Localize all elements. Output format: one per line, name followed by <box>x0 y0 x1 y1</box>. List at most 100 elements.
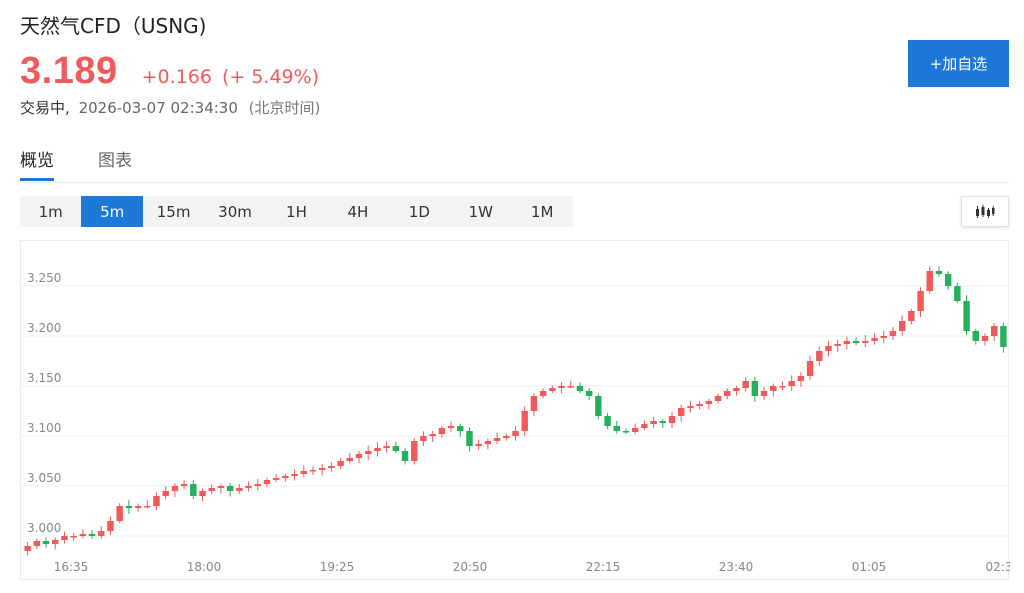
tab-overview[interactable]: 概览 <box>20 146 54 181</box>
y-tick-label: 3.200 <box>27 321 61 335</box>
candle-body <box>733 388 740 391</box>
candle-body <box>144 506 151 508</box>
y-tick-label: 3.000 <box>27 521 61 535</box>
candle-body <box>125 506 133 508</box>
candle-body <box>659 421 667 423</box>
candle-body <box>438 428 446 434</box>
candle-body <box>797 376 805 381</box>
candle-body <box>51 540 59 544</box>
candle-body <box>990 326 998 336</box>
candle-body <box>401 451 409 461</box>
candle-body <box>944 274 952 286</box>
period-1h[interactable]: 1H <box>286 202 307 221</box>
x-tick-label: 19:25 <box>320 560 355 574</box>
candle-body <box>116 506 123 521</box>
candle-body <box>98 531 105 536</box>
candle-body <box>677 408 685 416</box>
candle-body <box>770 386 777 391</box>
candle-body <box>300 471 307 474</box>
candle-body <box>613 426 620 431</box>
timezone-label: (北京时间) <box>248 99 321 117</box>
candle-body <box>153 496 160 506</box>
trading-status-row: 交易中, 2026-03-07 02:34:30 (北京时间) <box>20 97 320 118</box>
tab-divider <box>20 182 1009 183</box>
candle-body <box>585 391 593 396</box>
price-change: +0.166 (+ 5.49%) <box>142 66 320 88</box>
candle-body <box>162 491 169 496</box>
change-percent: (+ 5.49%) <box>221 66 320 88</box>
candle-body <box>714 396 722 401</box>
tab-chart[interactable]: 图表 <box>98 151 132 171</box>
candle-body <box>512 431 519 436</box>
y-tick-label: 3.250 <box>27 271 61 285</box>
candle-body <box>217 486 225 488</box>
candle-body <box>1000 326 1007 347</box>
candle-body <box>926 271 933 291</box>
candle-body <box>898 321 906 331</box>
period-5m[interactable]: 5m <box>81 196 143 227</box>
candle-body <box>724 391 731 396</box>
candle-body <box>475 444 482 446</box>
tab-bar: 概览 图表 <box>20 146 176 181</box>
period-1d[interactable]: 1D <box>408 202 430 221</box>
candlestick-icon <box>976 204 995 218</box>
timestamp: 2026-03-07 02:34:30 <box>78 99 238 117</box>
candle-body <box>79 534 87 536</box>
candle-body <box>539 391 547 396</box>
candle-body <box>337 461 344 466</box>
candle-body <box>42 541 50 544</box>
candle-body <box>33 541 41 546</box>
add-to-watchlist-button[interactable]: +加自选 <box>908 40 1009 87</box>
x-tick-label: 16:35 <box>54 560 89 574</box>
x-tick-label: 23:40 <box>719 560 754 574</box>
y-tick-label: 3.050 <box>27 471 61 485</box>
x-tick-label: 20:50 <box>453 560 488 574</box>
candle-body <box>272 478 280 480</box>
trading-status: 交易中, <box>20 99 70 117</box>
candle-body <box>291 474 298 476</box>
candlestick-chart[interactable]: 3.000 3.050 3.100 3.150 3.200 3.250 16:35 18:00… <box>21 241 1010 581</box>
chart-type-button[interactable] <box>961 196 1009 227</box>
period-30m[interactable]: 30m <box>218 202 252 221</box>
instrument-title: 天然气CFD（USNG) <box>20 14 207 38</box>
candle-body <box>282 476 289 478</box>
candle-body <box>816 351 823 361</box>
candle-body <box>521 411 528 431</box>
x-tick-label: 18:00 <box>187 560 222 574</box>
candle-body <box>70 536 77 538</box>
candle-body <box>696 404 703 406</box>
candle-body <box>871 338 878 341</box>
candle-body <box>880 336 887 338</box>
price-chart[interactable]: 3.000 3.050 3.100 3.150 3.200 3.250 16:35 18:00… <box>20 240 1010 581</box>
candle-body <box>935 271 943 274</box>
candle-body <box>171 486 179 491</box>
candle-body <box>843 341 851 344</box>
candle-body <box>641 424 648 428</box>
candle-body <box>595 396 602 416</box>
period-15m[interactable]: 15m <box>156 202 191 221</box>
period-4h[interactable]: 4H <box>347 202 369 221</box>
candle-body <box>779 386 786 388</box>
candle-body <box>742 381 749 388</box>
candle-body <box>530 396 538 411</box>
x-tick-label: 02:3 <box>986 560 1010 574</box>
candle-body <box>760 391 768 396</box>
candle-body <box>263 480 271 484</box>
candle-body <box>687 406 694 408</box>
candle-body <box>190 484 197 496</box>
candle-body <box>972 331 980 341</box>
candle-body <box>503 436 510 438</box>
candle-body <box>954 286 961 301</box>
period-1w[interactable]: 1W <box>468 202 493 221</box>
candle-body <box>61 536 68 540</box>
period-selector: 1m 5m 15m 30m 1H 4H 1D 1W 1M <box>20 196 573 227</box>
candle-body <box>254 484 261 486</box>
candle-body <box>622 431 630 433</box>
period-1m[interactable]: 1m <box>38 202 63 221</box>
candle-body <box>208 488 215 491</box>
period-1mo[interactable]: 1M <box>530 202 554 221</box>
candle-body <box>420 436 427 441</box>
x-tick-label: 22:15 <box>586 560 621 574</box>
candle-body <box>650 421 657 424</box>
candle-body <box>226 486 234 491</box>
